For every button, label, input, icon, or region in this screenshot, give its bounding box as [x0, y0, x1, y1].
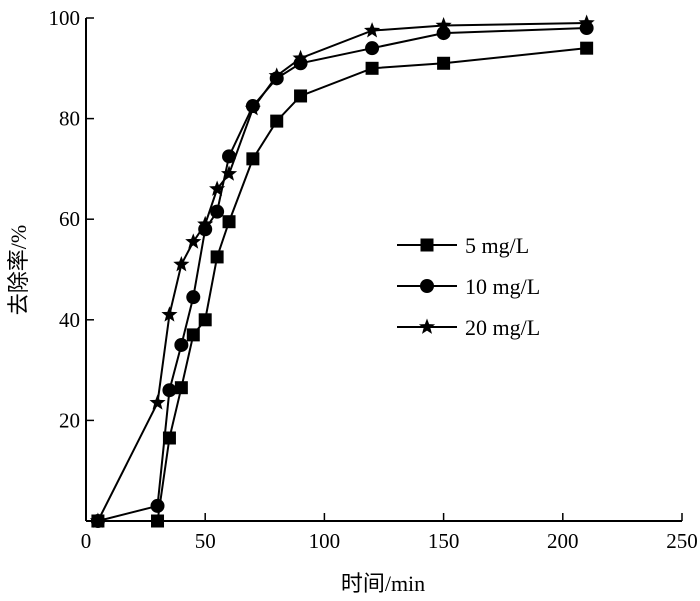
data-point-square	[270, 114, 284, 128]
y-tick-label: 100	[49, 6, 81, 30]
data-point-star	[364, 22, 381, 38]
data-point-star	[185, 233, 202, 249]
data-point-star	[292, 49, 309, 66]
y-tick-label: 20	[59, 408, 80, 432]
data-point-star	[220, 165, 238, 181]
data-point-circle	[365, 41, 380, 56]
series-line	[97, 27, 587, 522]
x-tick-label: 150	[428, 529, 460, 553]
data-point-square	[294, 89, 308, 103]
data-point-circle	[210, 204, 225, 219]
plot-area: 0 50 100 150 200 250 20 40 60 80 100 5 mg/L 10 mg/…	[49, 6, 698, 553]
data-point-circle	[150, 498, 165, 513]
data-point-circle	[162, 383, 177, 398]
series-square	[91, 41, 594, 528]
data-point-star	[173, 255, 190, 272]
series-layer	[89, 14, 595, 528]
data-point-square	[246, 152, 260, 166]
data-point-circle	[174, 337, 189, 352]
data-point-square	[198, 313, 212, 327]
y-tick-label: 40	[59, 308, 80, 332]
legend-label: 10 mg/L	[465, 274, 540, 299]
x-axis-title: 时间/min	[341, 571, 425, 596]
x-tick-label: 100	[309, 529, 341, 553]
legend-label: 5 mg/L	[465, 233, 529, 258]
data-point-square	[186, 328, 200, 342]
legend-item: 10 mg/L	[397, 274, 540, 299]
legend: 5 mg/L 10 mg/L 20 mg/L	[397, 233, 540, 340]
legend-label: 20 mg/L	[465, 315, 540, 340]
legend-marker-circle	[420, 279, 434, 293]
legend-marker-square	[420, 238, 434, 252]
series-line	[97, 47, 587, 522]
series-circle	[90, 21, 594, 528]
data-point-star	[209, 180, 226, 196]
data-point-circle	[222, 149, 237, 164]
data-point-square	[580, 41, 594, 55]
y-axis-ticks: 20 40 60 80 100	[49, 6, 94, 432]
data-point-star	[435, 17, 452, 33]
data-point-star	[244, 100, 261, 116]
data-point-square	[174, 381, 188, 395]
legend-item: 5 mg/L	[397, 233, 529, 258]
data-point-circle	[186, 290, 201, 305]
data-point-square	[151, 514, 165, 528]
data-point-star	[268, 67, 285, 83]
x-axis-ticks: 0 50 100 150 200 250	[81, 513, 698, 553]
legend-item: 20 mg/L	[397, 315, 540, 340]
data-point-square	[210, 250, 224, 264]
data-point-square	[222, 215, 236, 229]
data-point-star	[149, 394, 166, 410]
legend-marker-star	[418, 318, 436, 334]
data-point-star	[197, 215, 214, 232]
data-point-star	[578, 14, 595, 30]
y-tick-label: 60	[59, 207, 80, 231]
y-tick-label: 80	[59, 107, 80, 131]
y-axis-title: 去除率/%	[6, 225, 31, 315]
series-star	[89, 14, 595, 528]
x-tick-label: 200	[547, 529, 579, 553]
x-tick-label: 250	[666, 529, 698, 553]
data-point-star	[89, 512, 106, 528]
data-point-square	[162, 431, 176, 445]
x-tick-label: 50	[195, 529, 216, 553]
data-point-star	[161, 306, 178, 322]
data-point-square	[437, 56, 451, 70]
data-point-square	[365, 61, 379, 75]
x-tick-label: 0	[81, 529, 92, 553]
series-line	[97, 22, 587, 522]
